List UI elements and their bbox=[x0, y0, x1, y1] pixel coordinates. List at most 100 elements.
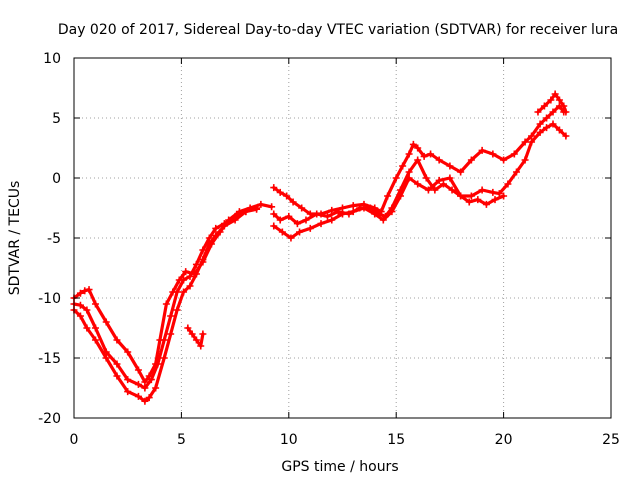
x-tick-label: 10 bbox=[280, 432, 298, 448]
data-point bbox=[173, 306, 181, 314]
data-point bbox=[212, 232, 220, 240]
data-point bbox=[278, 228, 286, 236]
y-tick-label: -15 bbox=[38, 351, 61, 367]
y-tick-label: -10 bbox=[38, 291, 61, 307]
data-point bbox=[289, 198, 297, 206]
data-point bbox=[83, 306, 91, 314]
data-point bbox=[141, 378, 149, 386]
series-trace bbox=[272, 122, 568, 226]
data-point bbox=[549, 120, 557, 128]
data-point bbox=[334, 208, 342, 216]
data-point bbox=[420, 152, 428, 160]
y-axis-label: SDTVAR / TECUs bbox=[7, 181, 23, 296]
data-point bbox=[270, 184, 278, 192]
data-point bbox=[160, 336, 168, 344]
series-arc-4 bbox=[184, 324, 207, 350]
data-point bbox=[231, 216, 239, 224]
data-point bbox=[167, 330, 175, 338]
data-point bbox=[205, 234, 213, 242]
data-point bbox=[313, 210, 321, 218]
data-point bbox=[212, 224, 220, 232]
data-point bbox=[302, 216, 310, 224]
data-point bbox=[306, 224, 314, 232]
x-tick-label: 25 bbox=[602, 432, 620, 448]
data-point bbox=[349, 202, 357, 210]
data-point bbox=[293, 220, 301, 228]
data-point bbox=[287, 234, 295, 242]
data-point bbox=[102, 318, 110, 326]
data-point bbox=[147, 376, 155, 384]
data-point bbox=[478, 146, 486, 154]
data-point bbox=[414, 144, 422, 152]
data-point bbox=[448, 186, 456, 194]
data-point bbox=[124, 348, 132, 356]
data-point bbox=[76, 301, 84, 309]
data-point bbox=[549, 108, 557, 116]
data-point bbox=[427, 150, 435, 158]
data-point bbox=[113, 372, 121, 380]
data-point bbox=[276, 216, 284, 224]
data-point bbox=[512, 168, 520, 176]
data-point bbox=[349, 208, 357, 216]
data-point bbox=[431, 186, 439, 194]
x-tick-label: 0 bbox=[70, 432, 79, 448]
series-arc-8 bbox=[534, 90, 570, 116]
data-point bbox=[399, 162, 407, 170]
data-point bbox=[124, 376, 132, 384]
data-point bbox=[536, 120, 544, 128]
data-point bbox=[76, 289, 84, 297]
data-point bbox=[540, 102, 548, 110]
data-point bbox=[414, 180, 422, 188]
data-point bbox=[205, 240, 213, 248]
data-point bbox=[422, 174, 430, 182]
data-point bbox=[134, 380, 142, 388]
data-point bbox=[298, 204, 306, 212]
data-point bbox=[405, 168, 413, 176]
data-point bbox=[500, 192, 508, 200]
data-point bbox=[276, 188, 284, 196]
data-point bbox=[160, 354, 168, 362]
series-trace bbox=[72, 206, 259, 390]
data-point bbox=[145, 394, 153, 402]
data-point bbox=[242, 208, 250, 216]
data-point bbox=[188, 330, 196, 338]
data-point bbox=[528, 132, 536, 140]
data-point bbox=[180, 288, 188, 296]
data-point bbox=[489, 188, 497, 196]
data-point bbox=[270, 222, 278, 230]
data-point bbox=[467, 156, 475, 164]
chart-title: Day 020 of 2017, Sidereal Day-to-day VTE… bbox=[58, 22, 618, 38]
data-point bbox=[152, 384, 160, 392]
x-tick-labels: 0 5 10 15 20 25 bbox=[70, 432, 620, 448]
data-point bbox=[467, 192, 475, 200]
data-point bbox=[560, 102, 568, 110]
data-point bbox=[102, 354, 110, 362]
data-point bbox=[76, 312, 84, 320]
data-point bbox=[270, 210, 278, 218]
data-point bbox=[510, 150, 518, 158]
x-tick-label: 20 bbox=[495, 432, 513, 448]
data-point bbox=[439, 180, 447, 188]
data-point bbox=[81, 287, 89, 295]
data-point bbox=[154, 360, 162, 368]
data-point bbox=[91, 336, 99, 344]
data-point bbox=[197, 342, 205, 350]
data-point bbox=[543, 114, 551, 122]
data-point bbox=[495, 190, 503, 198]
data-series bbox=[70, 90, 570, 405]
data-point bbox=[141, 384, 149, 392]
data-point bbox=[379, 216, 387, 224]
data-point bbox=[283, 192, 291, 200]
data-point bbox=[528, 138, 536, 146]
y-tick-label: -5 bbox=[47, 231, 61, 247]
data-point bbox=[328, 216, 336, 224]
data-point bbox=[162, 300, 170, 308]
data-point bbox=[184, 324, 192, 332]
data-point bbox=[186, 282, 194, 290]
data-point bbox=[414, 156, 422, 164]
data-point bbox=[134, 366, 142, 374]
y-tick-label: 0 bbox=[52, 171, 61, 187]
data-point bbox=[141, 397, 149, 405]
data-point bbox=[457, 192, 465, 200]
data-point bbox=[384, 192, 392, 200]
